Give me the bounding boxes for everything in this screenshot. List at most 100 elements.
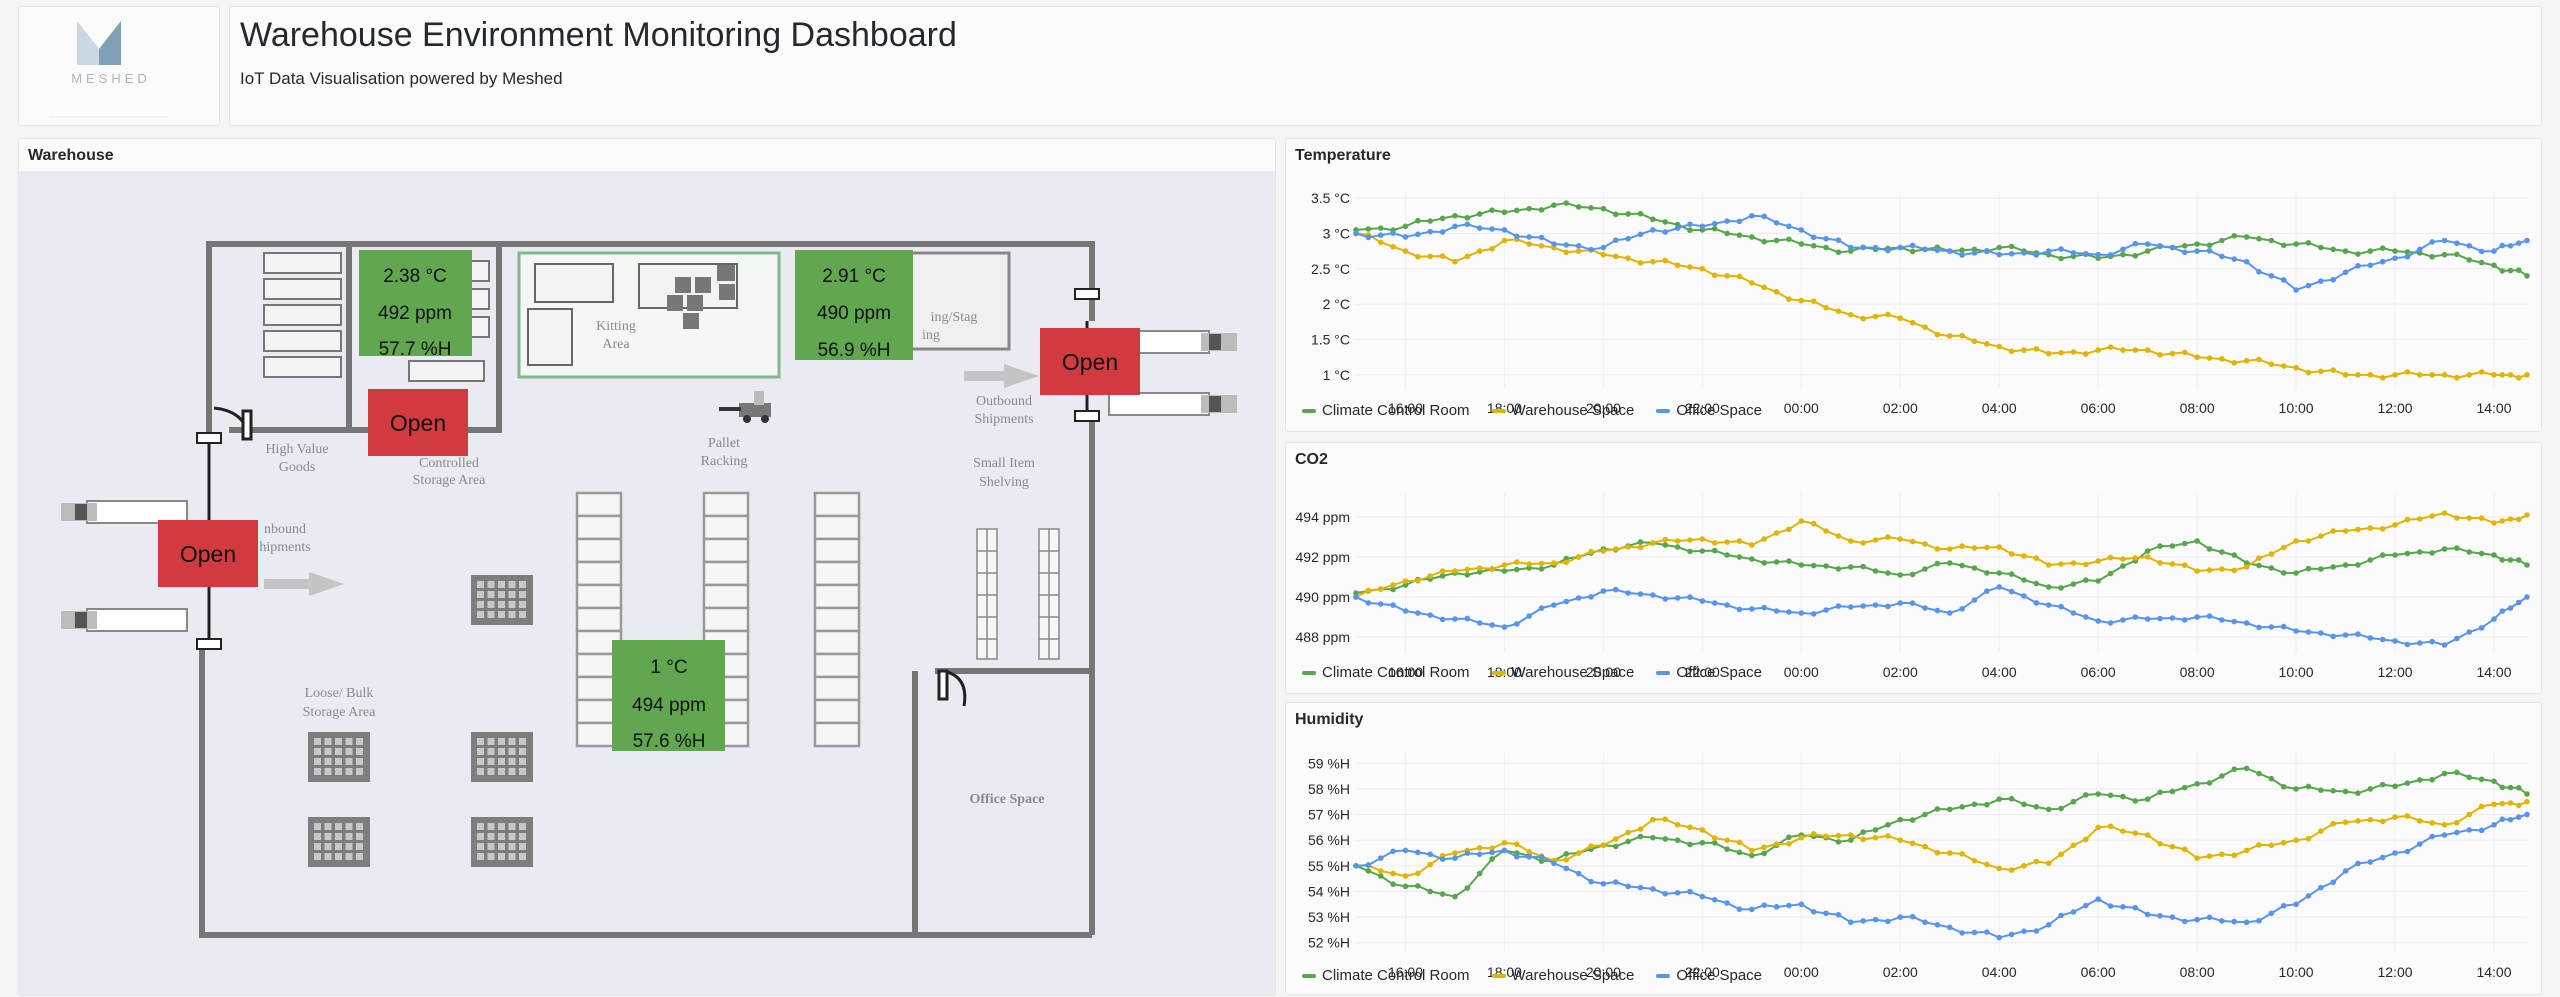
data-point (1798, 834, 1805, 841)
humidity-chart[interactable]: 52 %H 53 %H 54 %H 55 %H 56 %H 57 %H 58 %H 59 %H… (1286, 731, 2541, 993)
data-point (1885, 918, 1891, 925)
data-point (2083, 902, 2089, 909)
data-point (1897, 315, 1904, 322)
data-point (2144, 347, 2151, 353)
data-point (2144, 548, 2151, 554)
series-line-warehouse-space[interactable] (1355, 232, 2528, 379)
data-point (1612, 879, 1619, 885)
data-point (1427, 573, 1434, 579)
data-point (2491, 821, 2497, 828)
door-status-controlled[interactable]: Open (368, 389, 468, 456)
truck-icons (61, 330, 1237, 632)
data-point (1835, 308, 1842, 315)
data-point (1402, 223, 1409, 230)
data-point (2342, 788, 2349, 795)
data-point (1699, 536, 1706, 542)
data-point (2499, 557, 2506, 563)
data-point (1897, 914, 1904, 920)
data-point (1439, 253, 1446, 259)
door-status-outbound[interactable]: Open (1040, 328, 1140, 395)
door-status-inbound[interactable]: Open (158, 520, 258, 587)
pallet-stack (471, 817, 533, 867)
x-tick-label: 08:00 (2180, 400, 2215, 416)
data-point (2144, 241, 2151, 247)
warehouse-panel-title[interactable]: Warehouse (28, 147, 114, 164)
series-line-warehouse-space[interactable] (1355, 800, 2528, 878)
data-point (1736, 232, 1743, 238)
data-point (2441, 642, 2448, 648)
data-point (1402, 582, 1409, 588)
legend-item-climate-control-room[interactable]: Climate Control Room (1302, 402, 1470, 419)
data-point (1501, 847, 1508, 854)
legend-item-warehouse-space[interactable]: Warehouse Space (1491, 967, 1634, 984)
data-point (1501, 624, 1508, 630)
data-point (1946, 333, 1953, 339)
data-point (1588, 594, 1594, 600)
data-point (2507, 557, 2514, 563)
shipment-arrows (264, 364, 1039, 596)
data-point (1612, 253, 1619, 260)
title-panel: Warehouse Environment Monitoring Dashboa… (229, 6, 2542, 126)
series-line-office-space[interactable] (1355, 813, 2528, 939)
data-point (2095, 791, 2101, 797)
small-item-shelving (976, 528, 1060, 660)
data-point (2491, 262, 2497, 269)
data-point (2120, 556, 2126, 562)
data-point (2454, 769, 2460, 776)
legend-item-warehouse-space[interactable]: Warehouse Space (1491, 402, 1634, 419)
data-point (1538, 566, 1545, 572)
data-point (1377, 232, 1384, 238)
data-point (1575, 554, 1582, 560)
legend-item-climate-control-room[interactable]: Climate Control Room (1302, 967, 1470, 984)
data-point (1736, 218, 1743, 225)
legend-item-office-space[interactable]: Office Space (1656, 664, 1762, 681)
data-point (1786, 526, 1792, 533)
staging-area (897, 251, 1011, 351)
sensor-box-controlled[interactable]: 2.38 °C 492 ppm 57.7 %H (359, 250, 472, 360)
series-line-climate-control-room[interactable] (1355, 202, 2528, 277)
data-point (2058, 851, 2064, 858)
data-point (2021, 593, 2027, 599)
temperature-title[interactable]: Temperature (1295, 147, 1391, 164)
data-point (1563, 200, 1570, 206)
co2-title[interactable]: CO2 (1295, 451, 1328, 468)
data-point (1699, 223, 1706, 230)
data-point (1588, 843, 1594, 849)
series-line-climate-control-room[interactable] (1355, 767, 2528, 898)
data-point (1588, 878, 1594, 885)
sensor-box-racking[interactable]: 1 °C 494 ppm 57.6 %H (612, 640, 725, 752)
data-point (2070, 909, 2077, 915)
legend-item-climate-control-room[interactable]: Climate Control Room (1302, 664, 1470, 681)
data-point (1749, 906, 1755, 913)
data-point (1860, 603, 1866, 609)
data-point (1662, 891, 1669, 897)
data-point (2293, 241, 2299, 247)
data-point (2268, 842, 2275, 849)
legend-item-office-space[interactable]: Office Space (1656, 967, 1762, 984)
data-point (2008, 931, 2015, 938)
legend-item-warehouse-space[interactable]: Warehouse Space (1491, 664, 1634, 681)
data-point (2169, 561, 2176, 567)
data-point (1476, 565, 1483, 571)
data-point (1637, 884, 1644, 891)
humidity-title[interactable]: Humidity (1295, 711, 1364, 728)
data-point (2095, 558, 2101, 564)
data-point (1476, 211, 1483, 217)
data-point (1687, 594, 1693, 600)
temperature-chart[interactable]: 1 °C1.5 °C2 °C2.5 °C3 °C3.5 °C16:00 18:00… (1286, 169, 2541, 429)
sensor-box-staging[interactable]: 2.91 °C 490 ppm 56.9 %H (795, 250, 913, 361)
data-point (2206, 355, 2213, 361)
series-line-warehouse-space[interactable] (1355, 511, 2528, 598)
legend-swatch (1656, 408, 1671, 413)
data-point (1514, 207, 1520, 214)
data-point (1996, 796, 2003, 802)
data-point (1365, 234, 1372, 241)
legend-item-office-space[interactable]: Office Space (1656, 402, 1762, 419)
data-point (2454, 819, 2460, 826)
co2-legend: Climate Control Room Warehouse Space Offic… (1302, 664, 1762, 681)
data-point (2515, 516, 2522, 523)
data-point (2033, 804, 2040, 810)
floor-labels: High Value Goods Controlled Storage Area… (259, 310, 1044, 807)
data-point (1377, 601, 1384, 607)
